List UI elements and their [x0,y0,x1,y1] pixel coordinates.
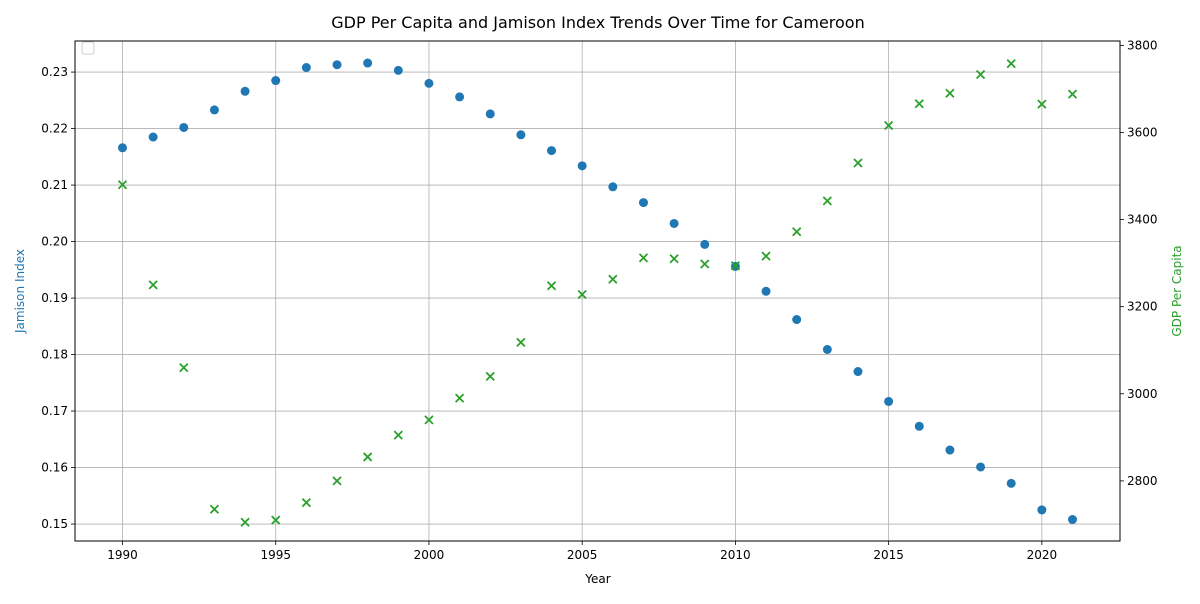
jamison-point [516,130,526,140]
gdp-point [608,274,618,284]
jamison-point [761,286,771,296]
gdp-point [546,281,557,291]
gdp-point [516,337,526,348]
gdp-point [332,476,342,486]
jamison-point [1068,515,1077,525]
right-y-tick-label: 2800 [1127,474,1158,488]
jamison-point [853,367,863,377]
gdp-per-capita-series [117,59,1078,527]
jamison-point [179,122,189,132]
gdp-point [485,371,495,382]
left-y-tick-label: 0.22 [41,122,68,136]
x-tick-label: 2005 [567,548,598,562]
left-y-tick-label: 0.20 [41,235,68,249]
left-y-tick-label: 0.15 [41,517,68,531]
gdp-point [1037,99,1047,109]
gdp-point [209,504,220,514]
jamison-point [424,78,434,88]
gdp-point [1006,59,1016,69]
jamison-point [700,239,710,249]
gdp-point [945,88,955,98]
jamison-point [118,143,127,153]
jamison-point [547,146,557,156]
x-tick-label: 2020 [1027,548,1058,562]
gdp-point [730,261,741,271]
x-tick-label: 2010 [720,548,751,562]
right-y-tick-label: 3400 [1127,213,1158,227]
jamison-point [884,396,894,406]
gdp-point [577,289,587,300]
jamison-point [209,105,219,115]
jamison-point [301,63,311,73]
x-axis-ticks: 1990 1995 2000 2005 2010 2015 2020 [107,541,1057,562]
chart-title: GDP Per Capita and Jamison Index Trends … [331,13,864,32]
legend-box [81,41,95,55]
left-y-axis-label: Jamison Index [13,249,27,334]
jamison-point [914,421,924,431]
left-y-axis-ticks: 0.15 0.16 0.17 0.18 0.19 0.20 0.21 0.22 0.23 [41,65,75,531]
left-y-tick-label: 0.19 [41,291,68,305]
gdp-point [301,498,312,508]
gdp-point [271,515,281,525]
left-y-tick-label: 0.21 [41,178,68,192]
right-y-tick-label: 3200 [1127,300,1158,314]
jamison-point [577,161,587,171]
plot-frame [74,40,1121,542]
left-y-tick-label: 0.18 [41,348,68,362]
gdp-point [148,280,158,290]
jamison-point [792,315,802,325]
jamison-point [240,86,250,96]
gdp-point [669,254,679,264]
gdp-point [761,251,771,261]
gdp-point [853,158,863,168]
jamison-point [638,198,648,208]
gdp-point [792,227,802,237]
jamison-point [945,445,955,455]
gdp-point [179,363,189,373]
right-y-axis-label: GDP Per Capita [1170,245,1184,336]
jamison-point [976,462,986,472]
jamison-point [669,218,679,228]
jamison-point [271,76,281,86]
gdp-point [393,430,403,440]
gdp-point [240,517,250,527]
jamison-point [1006,478,1016,488]
jamison-point [455,92,465,102]
jamison-point [148,132,158,142]
grid [75,41,1120,541]
gdp-point [1067,89,1078,99]
gdp-point [975,69,986,80]
right-y-tick-label: 3000 [1127,387,1158,401]
gdp-point [424,415,434,425]
left-y-tick-label: 0.23 [41,65,68,79]
gdp-point [914,99,924,109]
x-tick-label: 1990 [107,548,138,562]
left-y-tick-label: 0.17 [41,404,68,418]
right-y-tick-label: 3600 [1127,125,1158,139]
jamison-point [485,109,495,119]
gdp-point [454,393,465,403]
x-tick-label: 2000 [414,548,445,562]
jamison-index-series [118,58,1077,525]
x-axis-label: Year [584,572,610,586]
gdp-point [700,259,710,269]
jamison-point [363,58,373,68]
jamison-point [822,344,832,354]
gdp-point [883,120,894,131]
gdp-point [822,196,832,206]
x-tick-label: 2015 [873,548,904,562]
left-y-tick-label: 0.16 [41,461,68,475]
gdp-point [117,180,128,190]
jamison-point [1037,505,1047,515]
jamison-point [608,182,618,192]
right-y-tick-label: 3800 [1127,38,1158,52]
jamison-point [332,60,342,70]
x-tick-label: 1995 [260,548,291,562]
gdp-point [638,253,649,263]
jamison-point [393,65,403,75]
right-y-axis-ticks: 2800 3000 3200 3400 3600 3800 [1120,38,1158,488]
gdp-point [363,452,373,462]
